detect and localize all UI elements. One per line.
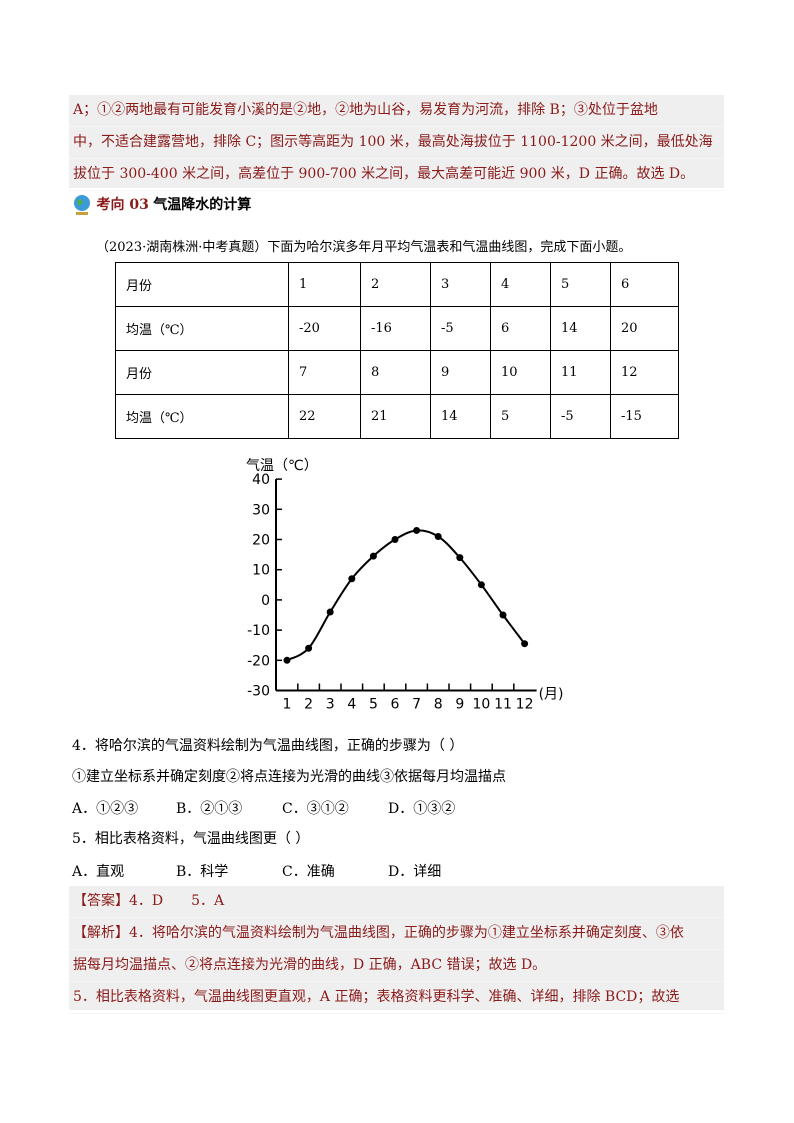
table-cell: 月份 (115, 350, 289, 395)
data-point (348, 575, 356, 583)
section-title: 气温降水的计算 (153, 197, 252, 213)
section-tag: 考向 03 (96, 197, 149, 213)
answer-label: 【答案】 (73, 893, 129, 909)
table-cell: -15 (610, 394, 679, 439)
table-cell: 5 (550, 262, 611, 307)
y-tick-label: 20 (252, 533, 270, 549)
table-row: 月份 7 8 9 10 11 12 (115, 350, 679, 395)
table-cell: 10 (490, 350, 551, 395)
answer-box: 【答案】4．D 5．A 【解析】4．将哈尔滨的气温资料绘制为气温曲线图，正确的步… (69, 886, 724, 1014)
q4-option-d[interactable]: D．①③② (388, 801, 456, 817)
table-cell: 月份 (115, 262, 289, 307)
y-tick-label: -20 (247, 653, 270, 669)
x-tick-label: 7 (412, 697, 421, 713)
y-tick-label: 30 (252, 502, 270, 518)
data-point (477, 581, 485, 589)
x-tick-label: 6 (391, 697, 400, 713)
x-tick-label: 5 (369, 697, 378, 713)
x-tick-label: 11 (494, 697, 512, 713)
q5-option-a[interactable]: A．直观 (72, 864, 125, 880)
table-cell: 14 (550, 306, 611, 351)
x-tick-label: 1 (283, 697, 292, 713)
y-tick-label: 10 (252, 563, 270, 579)
table-cell: 2 (360, 262, 431, 307)
data-point (391, 536, 399, 543)
table-cell: 3 (430, 262, 491, 307)
data-point (499, 611, 507, 619)
y-axis-label: 气温（℃） (246, 458, 318, 474)
table-row: 均温（℃） 22 21 14 5 -5 -15 (115, 394, 679, 439)
analysis-text: 4．将哈尔滨的气温资料绘制为气温曲线图，正确的步骤为①建立坐标系并确定刻度、③依 (129, 925, 684, 941)
data-point (283, 656, 291, 664)
table-cell: 5 (490, 394, 551, 439)
answer-text: 4．D 5．A (129, 893, 225, 909)
data-point (456, 554, 464, 562)
table-cell: 8 (360, 350, 431, 395)
table-cell: -5 (430, 306, 491, 351)
section-heading: 考向 03 气温降水的计算 (72, 194, 251, 216)
y-tick-label: -30 (247, 684, 270, 700)
q5-option-b[interactable]: B．科学 (176, 864, 229, 880)
y-tick-label: 0 (261, 593, 270, 609)
analysis-line: A；①②两地最有可能发育小溪的是②地，②地为山谷，易发育为河流，排除 B；③处位… (69, 95, 724, 127)
table-cell: 7 (288, 350, 361, 395)
table-cell: -20 (288, 306, 361, 351)
q5-stem: 5．相比表格资料，气温曲线图更（ ） (72, 831, 310, 847)
table-cell: 6 (490, 306, 551, 351)
q4-steps: ①建立坐标系并确定刻度②将点连接为光滑的曲线③依据每月均温描点 (72, 769, 506, 785)
table-cell: 4 (490, 262, 551, 307)
data-point (434, 532, 442, 540)
y-tick-label: 40 (252, 472, 270, 488)
table-cell: 均温（℃） (115, 306, 289, 351)
intro-text: （2023·湖南株洲·中考真题）下面为哈尔滨多年月平均气温表和气温曲线图，完成下… (96, 240, 632, 255)
q4-option-c[interactable]: C．③①② (282, 801, 349, 817)
q4-stem: 4．将哈尔滨的气温资料绘制为气温曲线图，正确的步骤为（ ） (72, 738, 464, 754)
table-cell: -5 (550, 394, 611, 439)
x-tick-label: 9 (455, 697, 464, 713)
table-cell: 1 (288, 262, 361, 307)
q5-option-d[interactable]: D．详细 (388, 864, 442, 880)
table-cell: 22 (288, 394, 361, 439)
answer-line: 【答案】4．D 5．A (69, 886, 724, 918)
q4-option-b[interactable]: B．②①③ (176, 801, 243, 817)
data-point (305, 644, 313, 652)
previous-analysis-box: A；①②两地最有可能发育小溪的是②地，②地为山谷，易发育为河流，排除 B；③处位… (69, 95, 724, 191)
table-cell: 11 (550, 350, 611, 395)
data-point (521, 640, 529, 648)
data-point (413, 526, 421, 534)
analysis-line: 拔位于 300-400 米之间，高差位于 900-700 米之间，最大高差可能近… (69, 159, 724, 191)
analysis-line: 【解析】4．将哈尔滨的气温资料绘制为气温曲线图，正确的步骤为①建立坐标系并确定刻… (69, 918, 724, 950)
q5-option-c[interactable]: C．准确 (282, 864, 335, 880)
x-tick-label: 2 (304, 697, 313, 713)
table-cell: 12 (610, 350, 679, 395)
analysis-line: 5．相比表格资料，气温曲线图更直观，A 正确；表格资料更科学、准确、详细，排除 … (69, 982, 724, 1014)
y-tick-label: -10 (247, 623, 270, 639)
temperature-curve (286, 529, 526, 662)
analysis-label: 【解析】 (73, 925, 129, 941)
table-row: 均温（℃） -20 -16 -5 6 14 20 (115, 306, 679, 351)
x-tick-label: 3 (326, 697, 335, 713)
x-tick-label: 12 (516, 697, 534, 713)
table-cell: 21 (360, 394, 431, 439)
x-tick-label: 8 (434, 697, 443, 713)
table-cell: 9 (430, 350, 491, 395)
temperature-table: 月份 1 2 3 4 5 6 均温（℃） -20 -16 -5 6 14 20 月份 7 8 9 10 11 12 均温（… (115, 262, 679, 439)
table-row: 月份 1 2 3 4 5 6 (115, 262, 679, 307)
x-tick-label: 10 (472, 697, 490, 713)
table-cell: 6 (610, 262, 679, 307)
x-axis-label: (月) (539, 687, 564, 703)
data-point (369, 552, 377, 560)
analysis-line: 据每月均温描点、②将点连接为光滑的曲线，D 正确，ABC 错误；故选 D。 (69, 950, 724, 982)
table-cell: -16 (360, 306, 431, 351)
table-cell: 均温（℃） (115, 394, 289, 439)
q4-option-a[interactable]: A．①②③ (72, 801, 139, 817)
table-cell: 20 (610, 306, 679, 351)
globe-icon (74, 195, 90, 215)
data-point (326, 608, 334, 616)
table-cell: 14 (430, 394, 491, 439)
x-tick-label: 4 (347, 697, 356, 713)
analysis-line: 中，不适合建露营地，排除 C；图示等高距为 100 米，最高处海拔位于 1100… (69, 127, 724, 159)
